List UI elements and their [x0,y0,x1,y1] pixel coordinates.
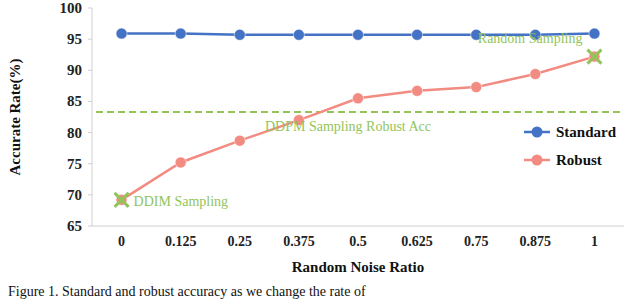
y-tick [88,39,92,40]
x-tick-label: 0.25 [228,234,253,249]
x-tick-label: 0.625 [401,234,433,249]
series-point [293,29,304,40]
annotation-marker [587,50,601,64]
legend-marker [532,127,543,138]
x-axis [92,226,624,227]
annotation-text: Random Sampling [478,31,583,46]
y-tick [88,226,92,227]
x-tick-label: 0.5 [349,234,367,249]
y-tick [88,70,92,71]
marker-stroke [587,50,601,64]
caption: Figure 1. Standard and robust accuracy a… [8,284,366,299]
marker-stroke [115,193,129,207]
x-axis-title: Random Noise Ratio [292,259,425,275]
marker-stroke [587,50,601,64]
legend-label: Standard [556,124,617,140]
series-point [353,29,364,40]
y-tick-label: 100 [60,0,83,16]
x-tick-label: 0.375 [283,234,315,249]
x-tick-label: 0.125 [165,234,197,249]
y-tick-label: 65 [67,218,82,234]
y-tick-label: 70 [67,187,82,203]
series-point [589,28,600,39]
reference-line [96,111,620,113]
annotation-text: DDIM Sampling [134,194,229,209]
annotation-text: DDPM Sampling Robust Acc [265,119,431,134]
y-tick-label: 95 [67,31,82,47]
series-point [175,157,186,168]
y-axis-title: Accurate Rate(%) [7,58,24,175]
annotation-marker [115,193,129,207]
legend-label: Robust [556,152,602,168]
x-tick-label: 0.875 [520,234,552,249]
series-point [234,29,245,40]
legend-marker [532,155,543,166]
marker-stroke [115,193,129,207]
y-tick [88,8,92,9]
chart: 65 70 75 80 85 90 95 100 0 0.125 0.25 0.375 0.5 0.625… [0,0,640,302]
series-point [412,85,423,96]
legend: Standard Robust [524,124,617,168]
y-tick [88,132,92,133]
y-axis [92,8,93,226]
plot-area [96,28,620,207]
series-point [175,28,186,39]
y-tick-label: 90 [67,62,82,78]
series-point [471,82,482,93]
y-tick [88,163,92,164]
x-tick-label: 1 [591,234,598,249]
x-tick-label: 0.75 [464,234,489,249]
y-tick-label: 85 [67,93,82,109]
y-tick [88,194,92,195]
y-tick-label: 75 [67,156,82,172]
x-tick-label: 0 [118,234,125,249]
y-tick-label: 80 [67,125,82,141]
series-point [116,28,127,39]
series-point [353,93,364,104]
y-tick [88,101,92,102]
series-line [122,57,595,200]
series-point [530,69,541,80]
series-point [234,135,245,146]
series-point [412,29,423,40]
